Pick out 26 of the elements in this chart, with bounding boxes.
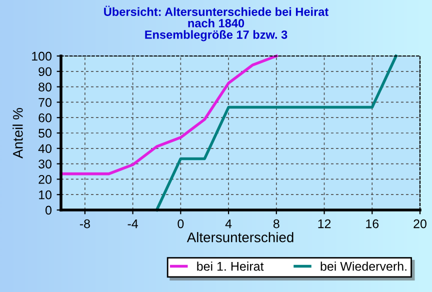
- legend-label: bei Wiederverh.: [320, 262, 406, 271]
- y-tick-label: 70: [38, 98, 52, 107]
- x-tick-label: -8: [80, 219, 90, 228]
- x-tick-label: 8: [273, 219, 280, 228]
- y-tick-label: 90: [38, 67, 52, 76]
- y-tick-label: 100: [32, 52, 52, 61]
- x-tick-label: 12: [318, 219, 331, 228]
- legend-label: bei 1. Heirat: [197, 262, 264, 271]
- line-series: [60, 54, 278, 176]
- y-tick-label: 0: [46, 206, 52, 215]
- x-tick-label: 0: [178, 219, 184, 228]
- x-tick-label: 4: [225, 219, 232, 228]
- y-axis-title: Anteil %: [12, 108, 23, 158]
- y-tick-label: 30: [38, 160, 52, 168]
- line-series: [155, 54, 398, 212]
- y-tick-label: 20: [38, 175, 52, 184]
- x-tick-label: -4: [128, 219, 138, 228]
- x-tick-label: 16: [366, 219, 379, 228]
- y-tick-label: 80: [38, 82, 52, 92]
- chart-title: Übersicht: Altersunterschiede bei Heirat nach 1840 Ensemblegröße 17 bzw. 3: [104, 6, 328, 42]
- y-tick-label: 60: [38, 113, 52, 122]
- y-tick-label: 40: [38, 144, 52, 154]
- x-tick-label: 20: [414, 219, 426, 228]
- y-tick-label: 10: [39, 190, 52, 200]
- y-tick-label: 50: [38, 128, 52, 138]
- x-axis-title: Altersunterschied: [186, 232, 294, 242]
